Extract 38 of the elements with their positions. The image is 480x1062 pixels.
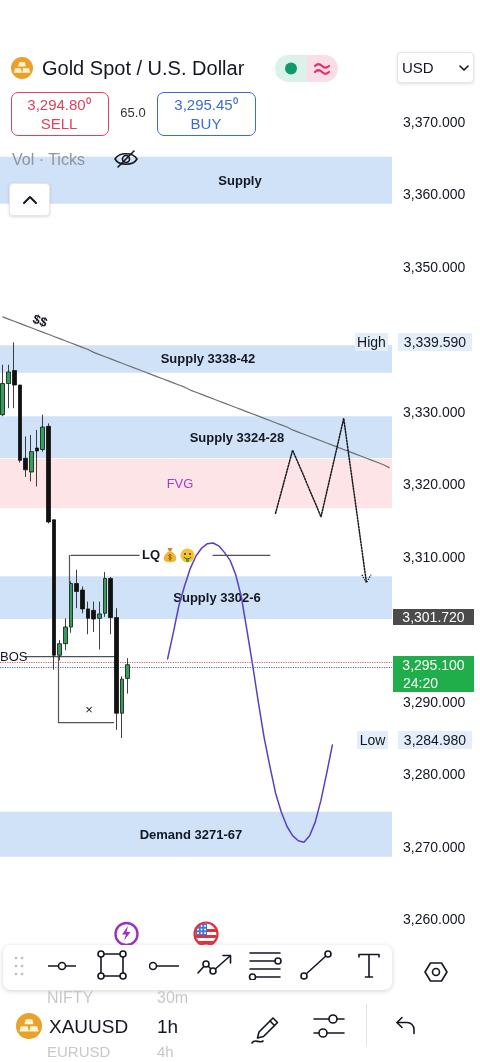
y-tick-label: 3,360.000 [403,186,466,203]
y-tick-label: 3,330.000 [403,403,466,420]
band-label: Supply 3338-42 [160,351,256,367]
y-tick-label: 3,310.000 [403,548,466,565]
line-series [2,316,390,469]
y-tick-label: 3,260.000 [403,911,466,927]
text: 3,301.720 [393,609,474,626]
text: 24:20 [393,673,474,692]
text: 65.0 [120,105,146,121]
y-tick-label: 3,320.000 [403,476,466,493]
annotation: BUY [190,115,222,133]
annotation: $$ [30,310,50,332]
annotation: × [85,702,93,718]
text: USD [402,59,434,77]
text: 3,295.45⁰ [174,96,238,114]
y-tick-label: 3,290.000 [403,693,466,710]
band-label: FVG [166,476,194,492]
annotation: Vol · Ticks [12,149,85,169]
text: 3,295.100 [393,655,474,674]
chart-title: Gold Spot / U.S. Dollar [42,56,245,80]
band-label: Supply 3324-28 [189,429,285,445]
y-tick-label: 3,370.000 [403,114,466,130]
y-tick-label: 3,270.000 [403,838,466,855]
annotation: Low [357,731,388,750]
text: 1h [157,1014,179,1038]
text: 3,339.590 [398,333,472,352]
band-label: Demand 3271-67 [139,826,243,842]
text: XAUUSD [49,1014,129,1038]
candlestick [125,657,130,695]
text: 3,294.80⁰ [27,96,91,114]
annotation: BOS [0,649,28,665]
annotation: High [355,333,388,352]
band-label: Supply [218,172,263,188]
text: 3,284.980 [398,731,472,750]
annotation: LQ [141,547,161,563]
annotation: SELL [40,115,78,133]
y-tick-label: 3,350.000 [403,258,466,275]
y-tick-label: 3,280.000 [403,766,466,783]
